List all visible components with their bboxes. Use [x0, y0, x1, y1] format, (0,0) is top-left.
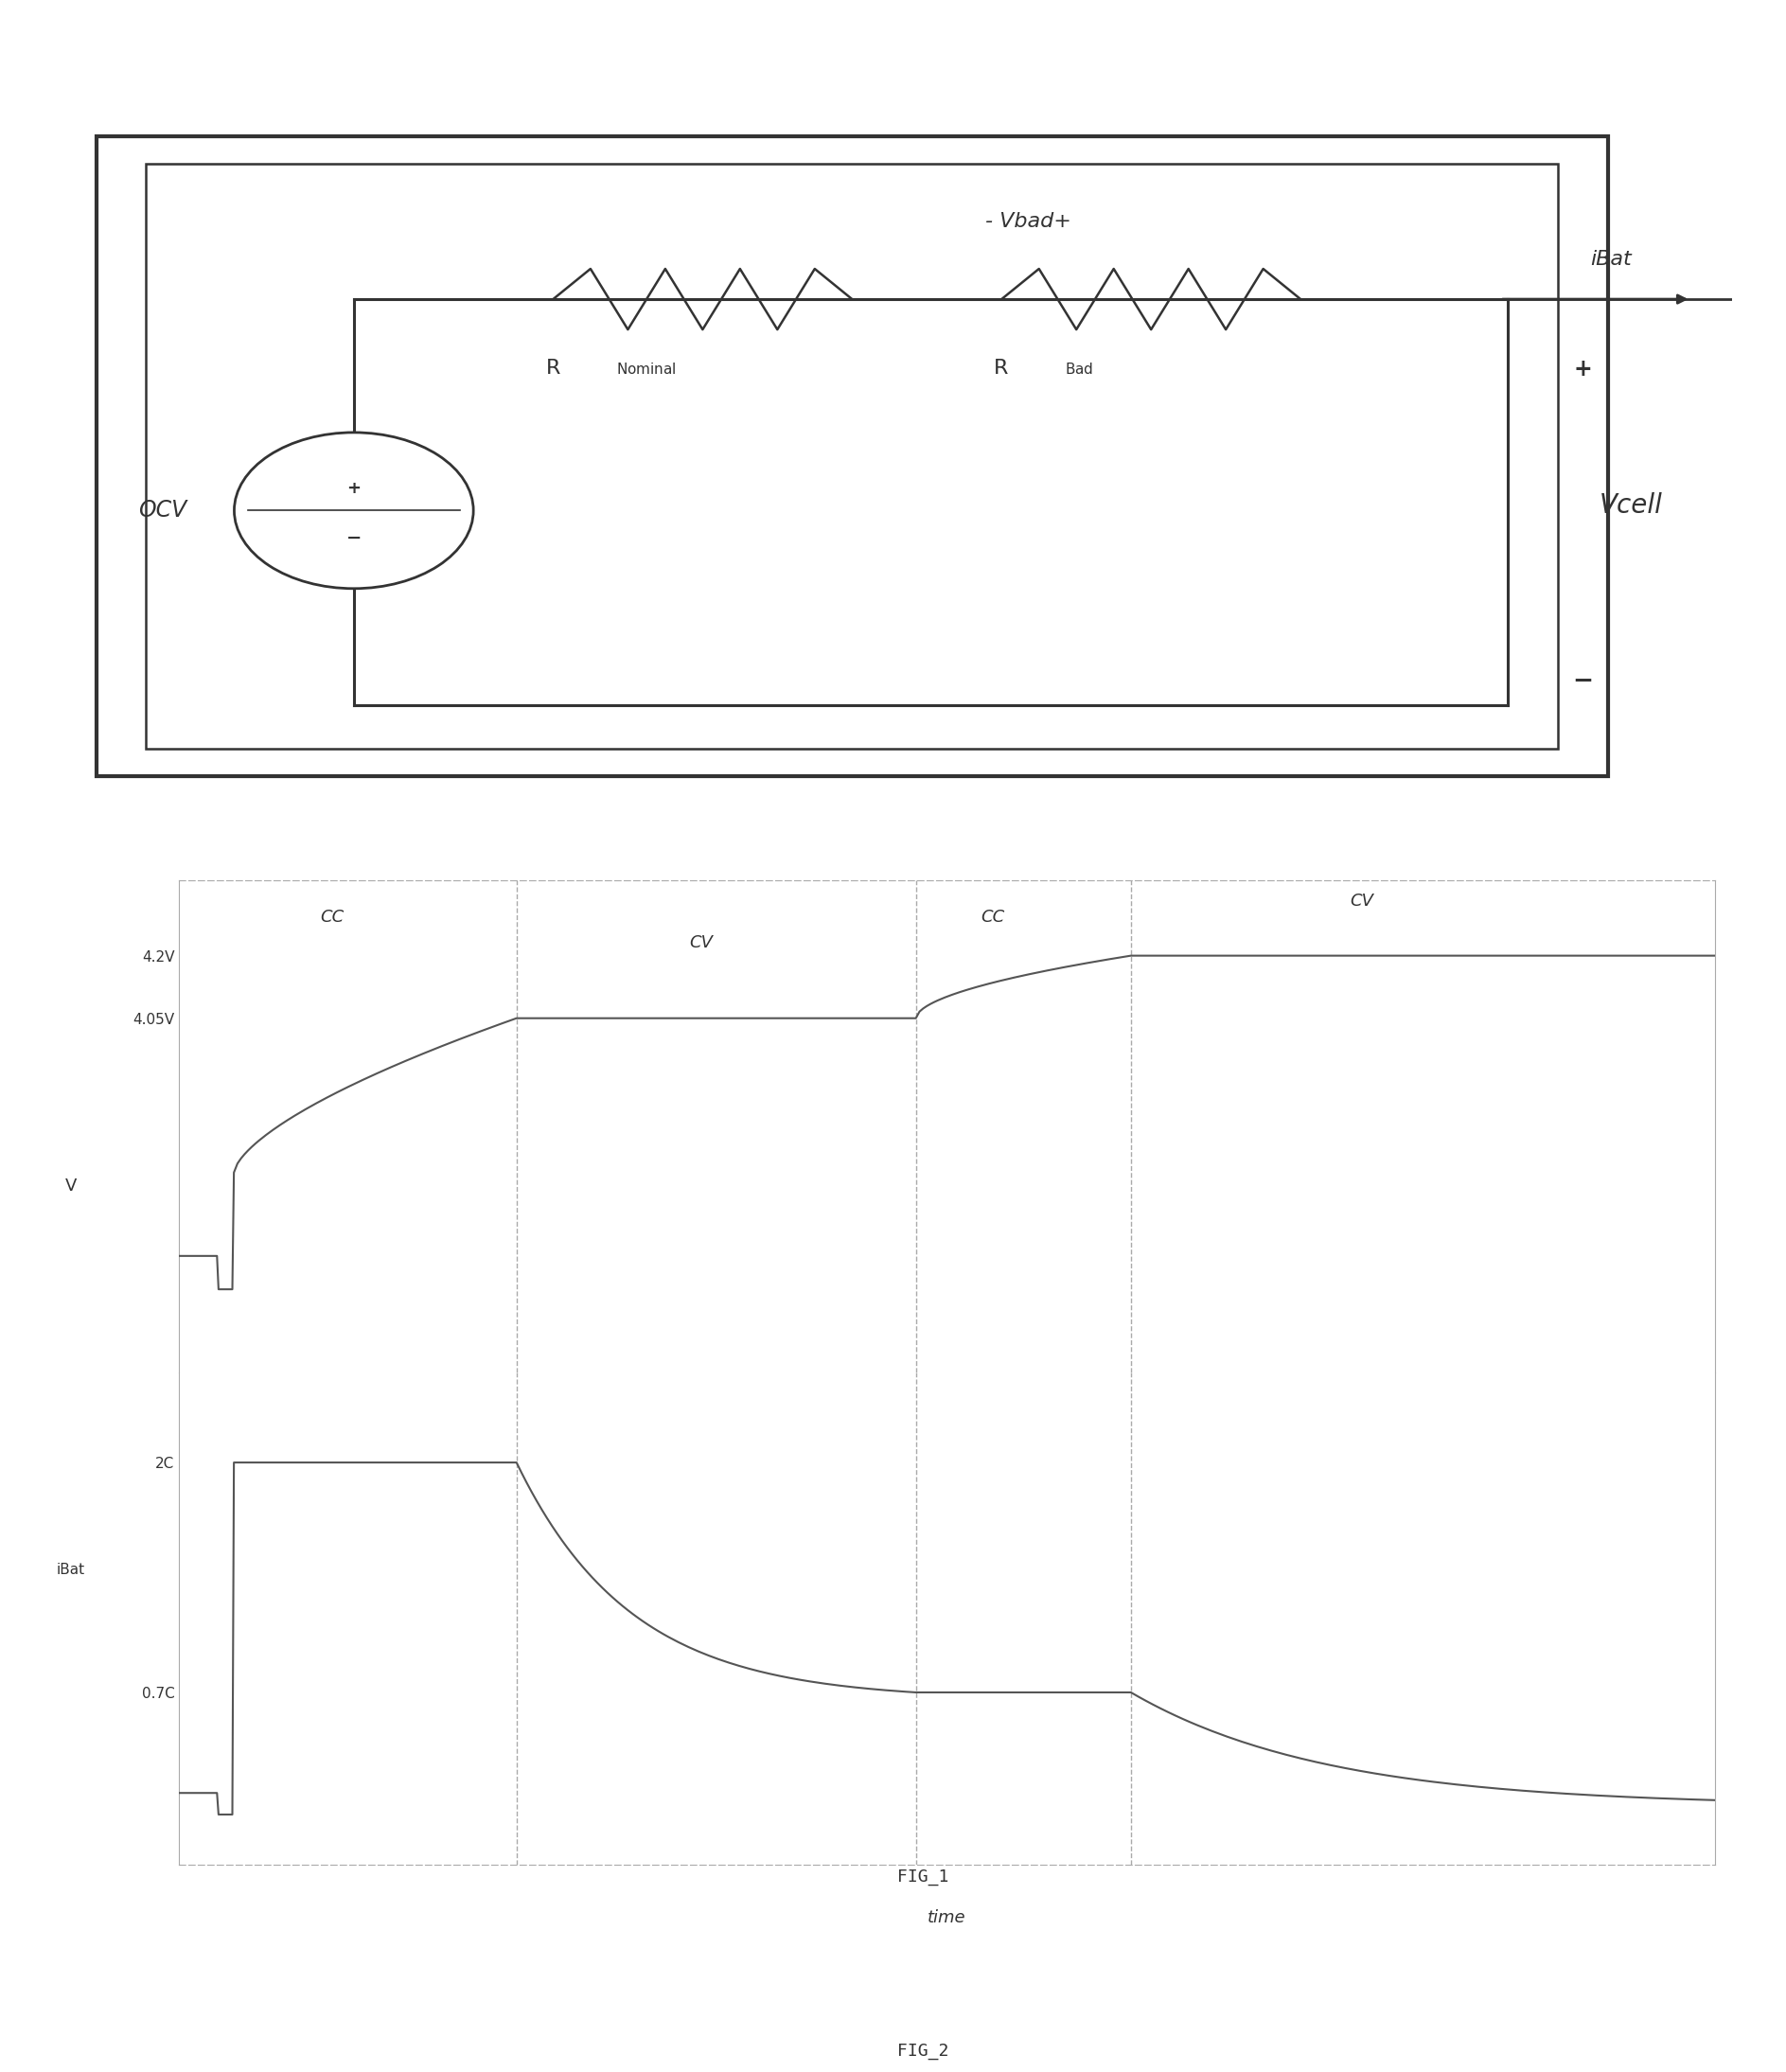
Circle shape: [234, 433, 473, 588]
Text: CC: CC: [320, 910, 345, 926]
Text: $\mathregular{Nominal}$: $\mathregular{Nominal}$: [616, 363, 677, 377]
Text: CV: CV: [1350, 893, 1373, 910]
Text: FIG_1: FIG_1: [898, 1869, 948, 1886]
Text: iBat: iBat: [1591, 251, 1632, 269]
Text: CC: CC: [981, 910, 1004, 926]
Text: Vcell: Vcell: [1600, 491, 1663, 518]
Text: +: +: [346, 481, 361, 497]
Text: time: time: [927, 1908, 966, 1927]
Text: $\mathregular{R}$: $\mathregular{R}$: [545, 358, 561, 377]
Text: −: −: [1572, 669, 1593, 694]
Bar: [146, 164, 1557, 748]
Text: $\mathregular{R}$: $\mathregular{R}$: [993, 358, 1009, 377]
Text: $\mathregular{Bad}$: $\mathregular{Bad}$: [1064, 363, 1093, 377]
Text: FIG_2: FIG_2: [898, 2043, 948, 2060]
Text: CV: CV: [689, 934, 713, 951]
Text: +: +: [1573, 358, 1593, 381]
Text: OCV: OCV: [139, 499, 188, 522]
Text: iBat: iBat: [57, 1562, 86, 1577]
Text: −: −: [346, 528, 361, 547]
Text: - Vbad+: - Vbad+: [986, 211, 1072, 230]
Text: V: V: [66, 1177, 77, 1193]
